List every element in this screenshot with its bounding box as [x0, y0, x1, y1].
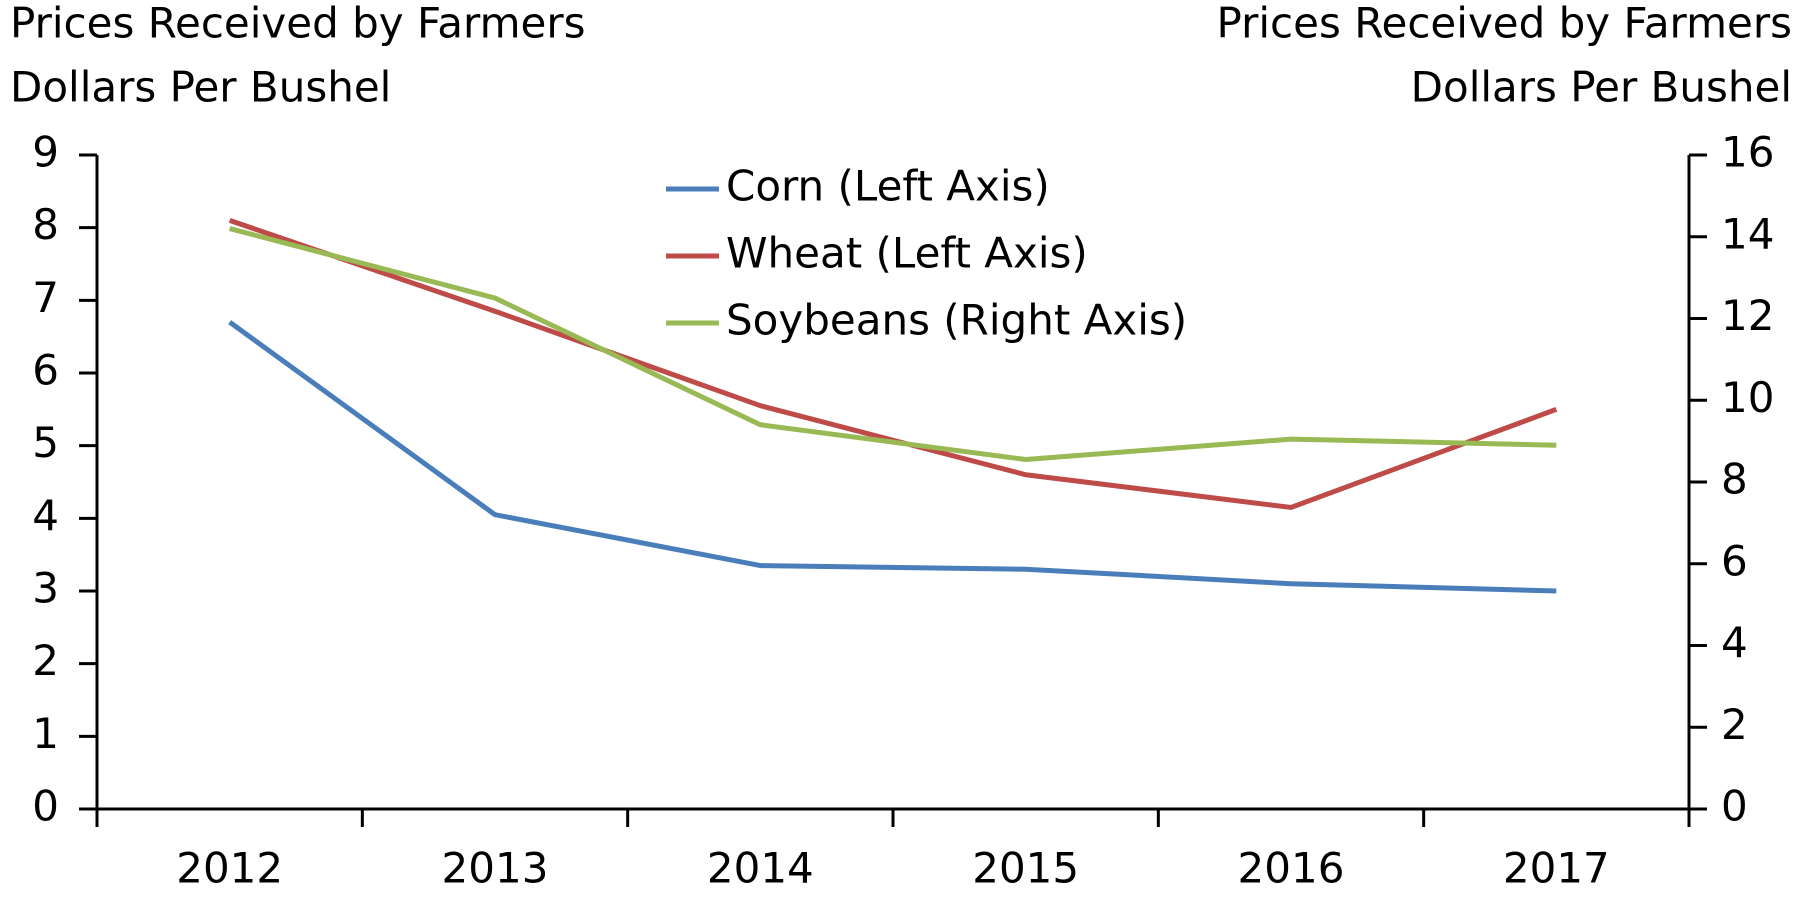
- y-tick-label: 0: [32, 782, 59, 831]
- y-tick-label: 8: [32, 200, 59, 249]
- y2-tick-label: 6: [1721, 536, 1748, 585]
- y2-axis-label: Dollars Per Bushel: [1411, 63, 1792, 112]
- y-axis-label: Prices Received by Farmers: [10, 0, 585, 48]
- y-tick-label: 5: [32, 418, 59, 467]
- y2-tick-label: 16: [1721, 128, 1774, 177]
- x-tick-label: 2017: [1503, 844, 1610, 893]
- x-tick-label: 2016: [1238, 844, 1345, 893]
- y-tick-label: 2: [32, 636, 59, 685]
- x-tick-label: 2013: [442, 844, 549, 893]
- legend-label: Corn (Left Axis): [726, 162, 1050, 211]
- y-tick-label: 7: [32, 273, 59, 322]
- series-line: [228, 320, 1557, 594]
- y2-tick-label: 10: [1721, 373, 1774, 422]
- y-tick-label: 4: [32, 491, 59, 540]
- y2-axis-label: Prices Received by Farmers: [1217, 0, 1792, 48]
- y2-tick-label: 12: [1721, 291, 1774, 340]
- y-tick-label: 6: [32, 346, 59, 395]
- x-tick-label: 2014: [707, 844, 814, 893]
- y2-tick-label: 2: [1721, 700, 1748, 749]
- legend-label: Soybeans (Right Axis): [726, 296, 1187, 345]
- y-tick-label: 3: [32, 564, 59, 613]
- series-line: [229, 226, 1557, 463]
- y2-tick-label: 8: [1721, 455, 1748, 504]
- y-tick-label: 1: [32, 709, 59, 758]
- y-axis-label: Dollars Per Bushel: [10, 63, 391, 112]
- y2-tick-label: 14: [1721, 209, 1774, 258]
- y2-tick-label: 0: [1721, 782, 1748, 831]
- y-tick-label: 9: [32, 128, 59, 177]
- y2-tick-label: 4: [1721, 618, 1748, 667]
- x-tick-label: 2015: [972, 844, 1079, 893]
- x-tick-label: 2012: [176, 844, 283, 893]
- legend-label: Wheat (Left Axis): [726, 229, 1088, 278]
